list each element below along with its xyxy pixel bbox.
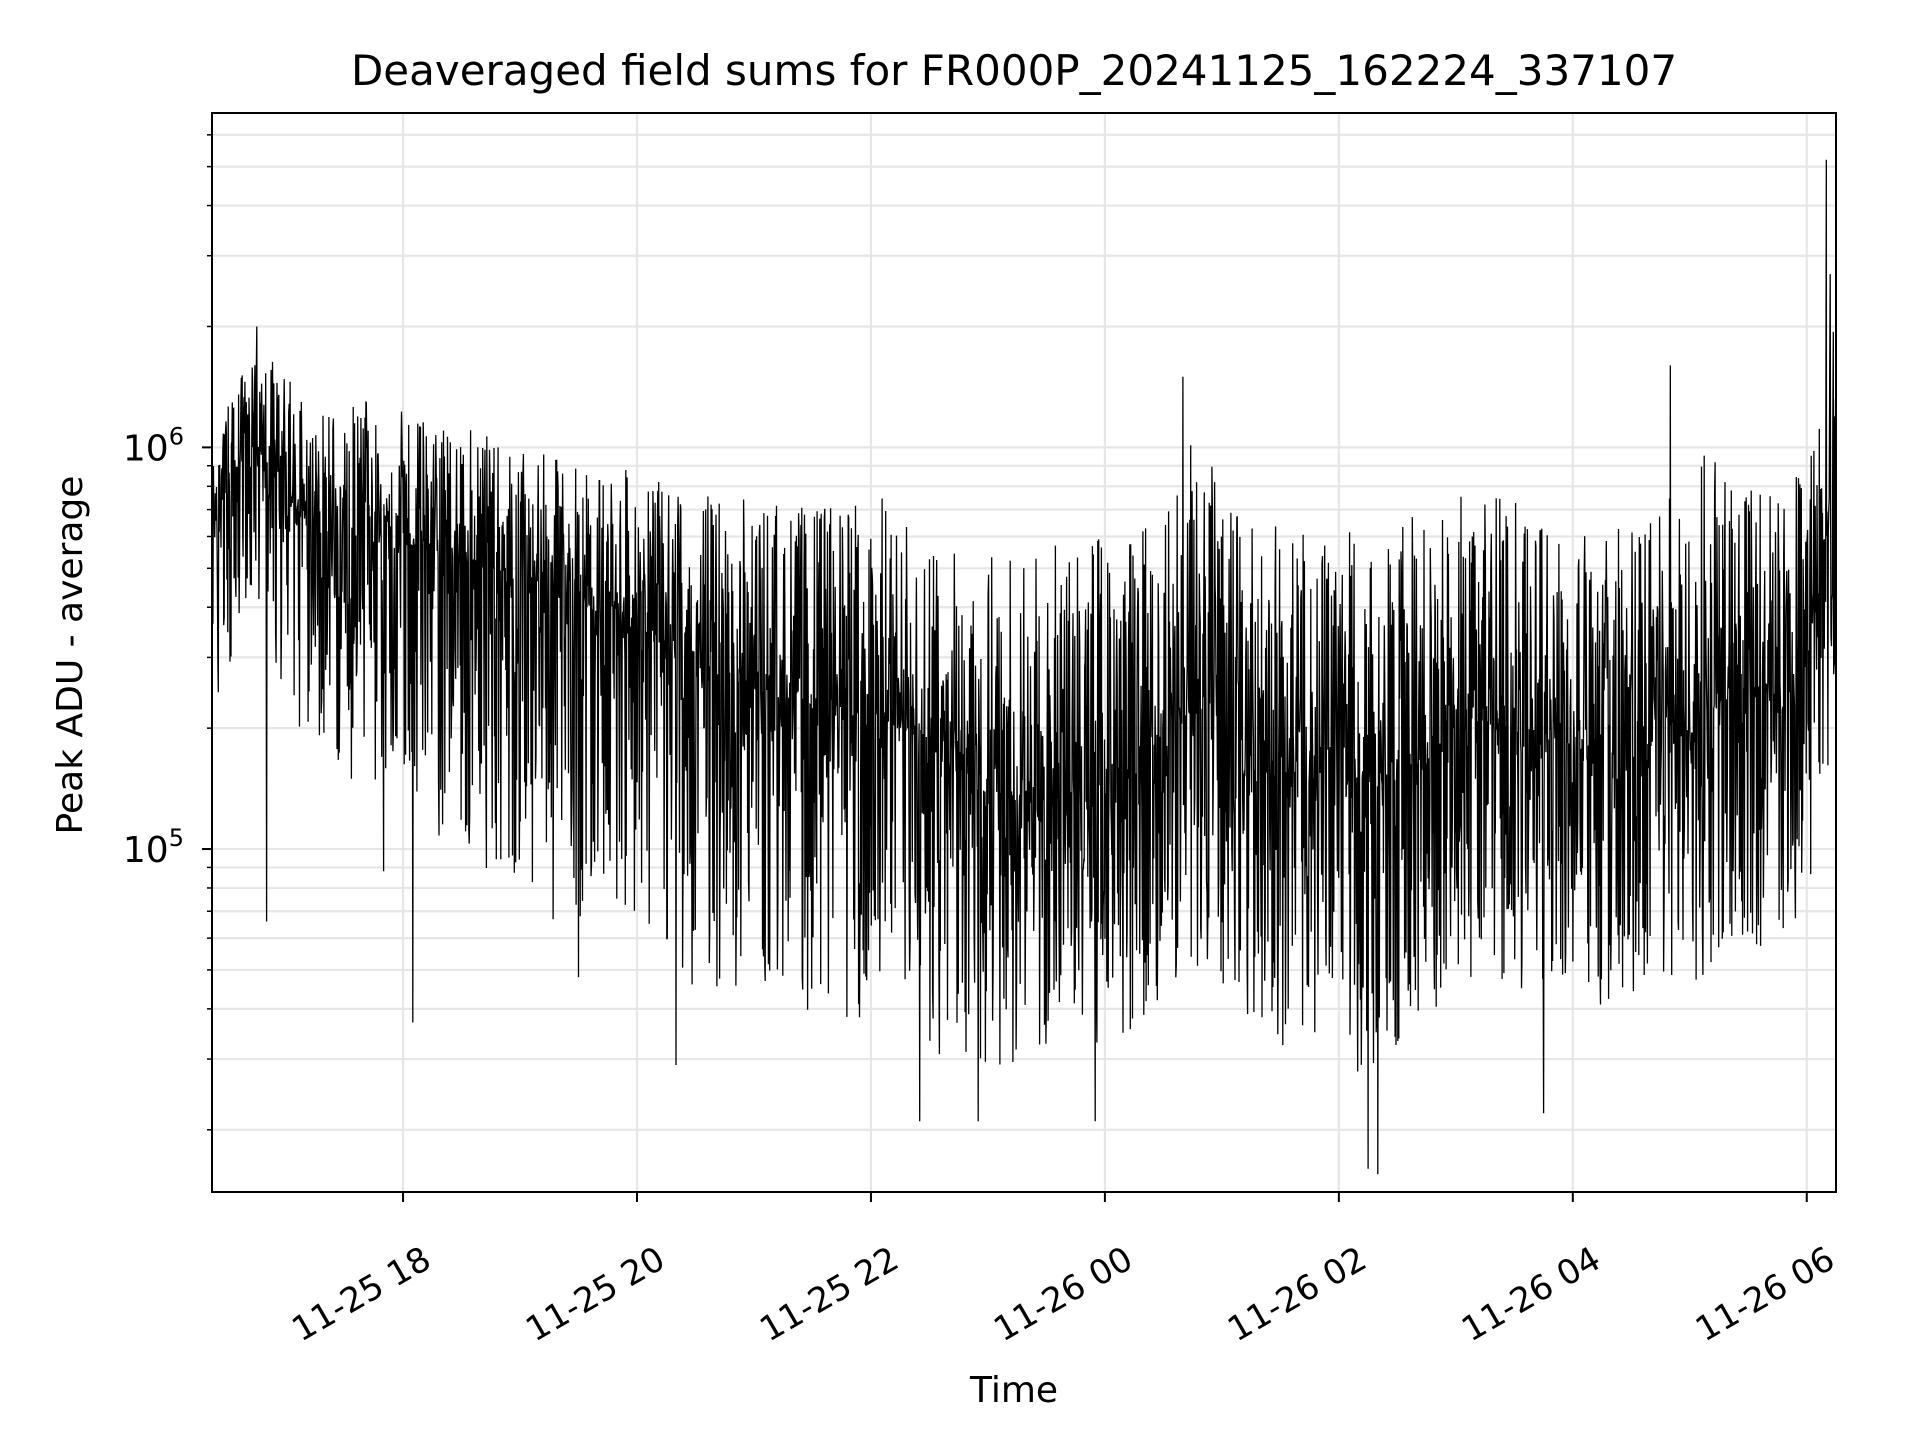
series-line bbox=[211, 159, 1837, 1175]
y-axis-label: Peak ADU - average bbox=[50, 476, 91, 835]
x-axis-label: Time bbox=[969, 1370, 1058, 1411]
plot-frame bbox=[211, 112, 1837, 1193]
y-tick-label: 105 bbox=[123, 824, 184, 871]
data-area bbox=[211, 159, 1837, 1175]
chart-title: Deaveraged field sums for FR000P_2024112… bbox=[351, 46, 1677, 95]
y-tick-label: 106 bbox=[123, 422, 184, 469]
